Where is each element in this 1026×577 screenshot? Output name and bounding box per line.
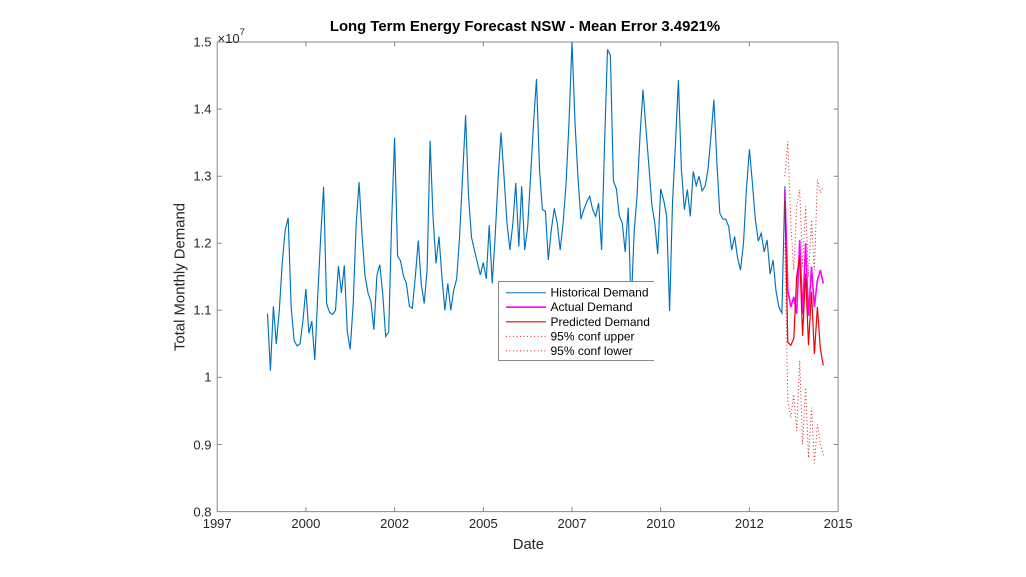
- svg-text:Predicted Demand: Predicted Demand: [550, 315, 649, 329]
- svg-text:Actual Demand: Actual Demand: [550, 300, 632, 314]
- svg-text:95% conf upper: 95% conf upper: [550, 329, 634, 343]
- svg-text:Historical Demand: Historical Demand: [551, 286, 649, 300]
- svg-text:95% conf lower: 95% conf lower: [550, 344, 632, 358]
